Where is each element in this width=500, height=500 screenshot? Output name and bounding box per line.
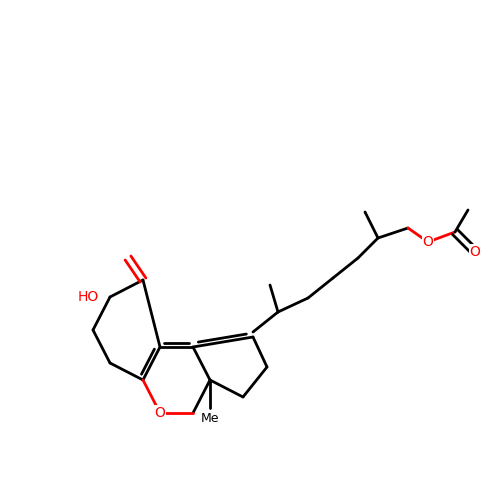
Text: O: O: [470, 245, 480, 259]
Text: HO: HO: [78, 290, 98, 304]
Text: O: O: [154, 406, 166, 420]
Text: O: O: [422, 235, 434, 249]
Text: Me: Me: [201, 412, 219, 424]
